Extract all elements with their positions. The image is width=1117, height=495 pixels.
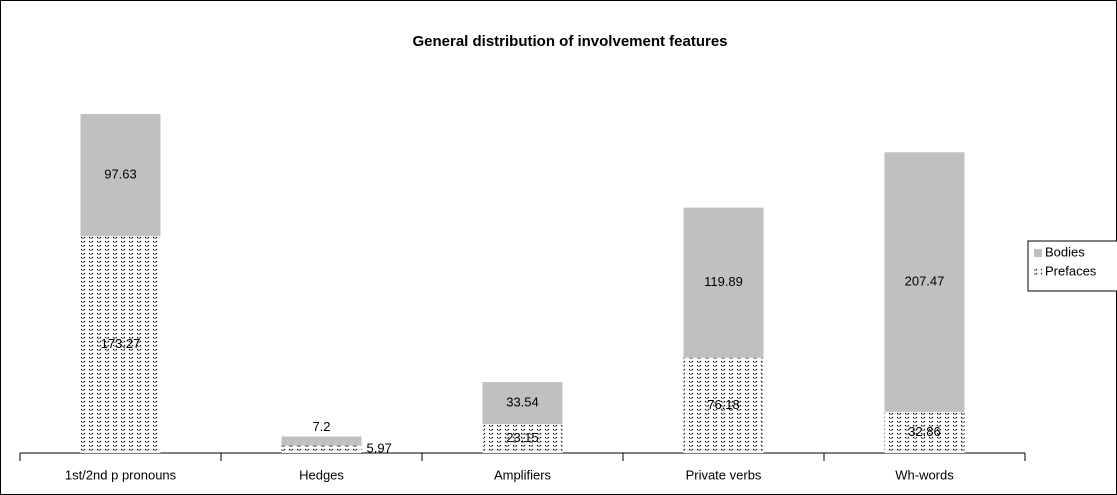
x-tick-label: Private verbs xyxy=(686,467,762,482)
bar-segment xyxy=(281,436,362,446)
x-tick-label: 1st/2nd p pronouns xyxy=(65,467,177,482)
legend-swatch xyxy=(1034,249,1042,257)
data-label: 23.15 xyxy=(506,430,539,445)
bar-segment xyxy=(884,152,965,412)
bar-segment xyxy=(281,445,362,453)
data-label: 173.27 xyxy=(101,336,141,351)
bar-segment xyxy=(884,411,965,453)
bar-segment xyxy=(482,424,563,453)
x-tick-label: Wh-words xyxy=(895,467,954,482)
data-label: 32.86 xyxy=(908,424,941,439)
legend-swatch xyxy=(1034,268,1042,276)
x-tick-label: Amplifiers xyxy=(494,467,552,482)
data-label: 7.2 xyxy=(312,419,330,434)
bar-segment xyxy=(683,207,764,358)
x-tick-label: Hedges xyxy=(299,467,344,482)
data-label: 33.54 xyxy=(506,394,539,409)
data-label: 76.18 xyxy=(707,397,740,412)
data-label: 5.97 xyxy=(367,440,392,455)
legend-box xyxy=(1027,240,1117,292)
data-label: 207.47 xyxy=(905,274,945,289)
legend-label: Prefaces xyxy=(1045,263,1097,278)
data-label: 97.63 xyxy=(104,167,137,182)
bar-segment xyxy=(80,114,161,237)
data-label: 119.89 xyxy=(704,274,743,289)
legend-label: Bodies xyxy=(1045,244,1085,259)
bar-segment xyxy=(482,382,563,425)
bar-segment xyxy=(80,236,161,453)
chart-title: General distribution of involvement feat… xyxy=(412,33,727,50)
bar-segment xyxy=(683,357,764,453)
